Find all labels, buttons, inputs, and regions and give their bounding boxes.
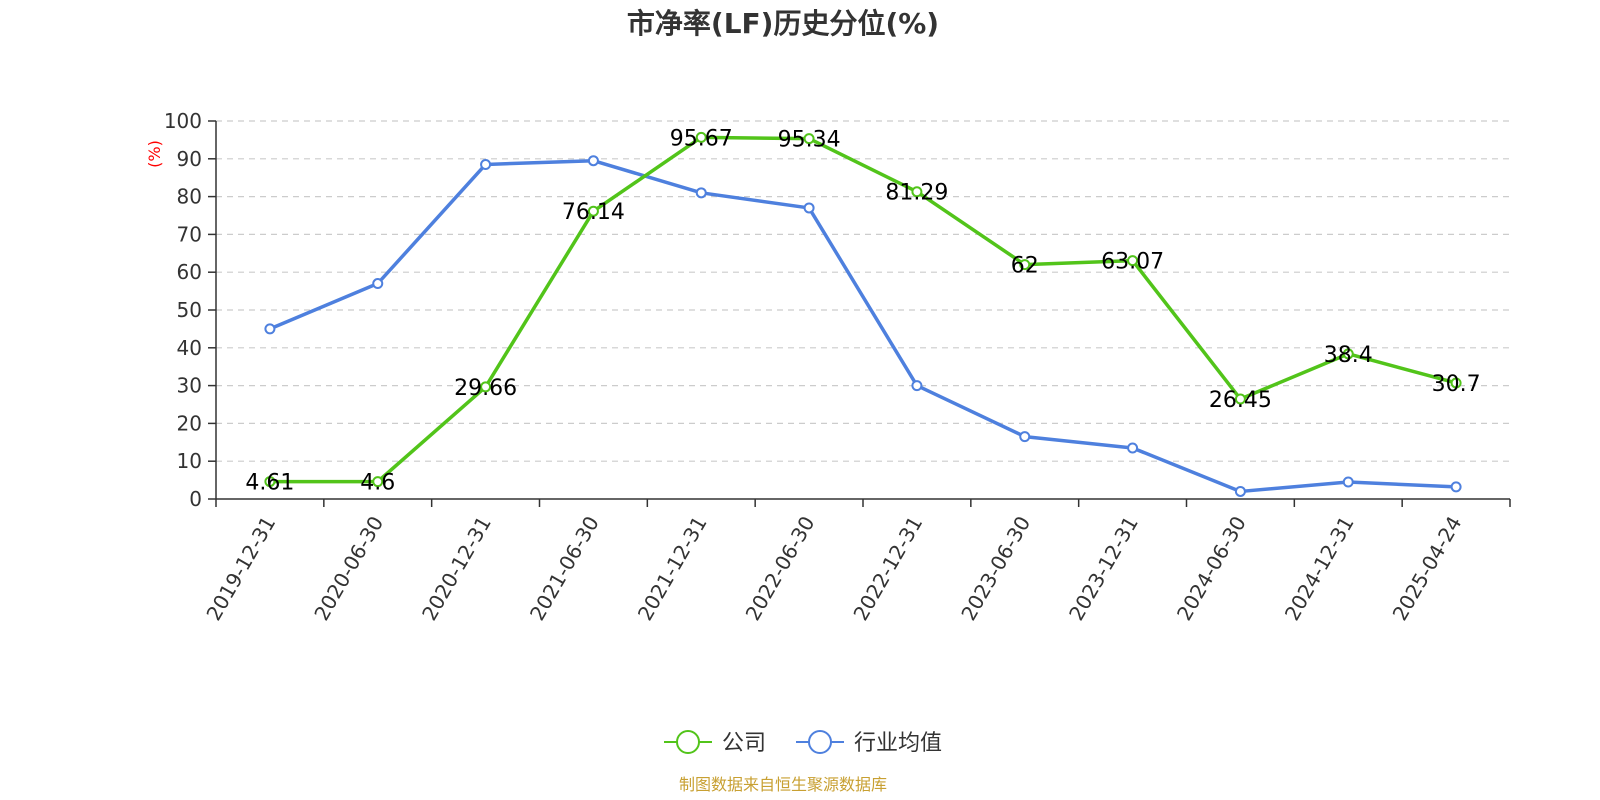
data-label: 95.34 [778,128,841,153]
data-point-industry-average [1127,442,1139,454]
y-tick-label: 70 [177,222,202,246]
source-note: 制图数据来自恒生聚源数据库 [679,775,887,794]
data-point-company [372,476,384,488]
axes: 0 10 20 30 40 50 60 70 80 90 100 2019-12-31 2020-06-… [164,109,1511,625]
data-point-industry-average [372,278,384,290]
x-tick-label: 2020-06-30 [309,512,388,625]
series-line-company [269,135,1457,484]
data-label: 30.7 [1432,372,1481,397]
data-point-industry-average [1019,431,1031,443]
data-point-industry-average [480,158,492,170]
series-layer [264,131,1462,497]
data-point-industry-average [695,187,707,199]
x-tick-label: 2024-12-31 [1280,512,1359,625]
data-point-company [1127,255,1139,267]
data-label: 4.6 [360,471,395,496]
chart-title: 市净率(LF)历史分位(%) [627,7,939,40]
x-tick-label: 2022-12-31 [848,512,927,625]
y-tick-label: 40 [177,336,202,360]
legend-item-industry-average[interactable]: 行业均值 [796,730,942,756]
x-tick-label: 2021-06-30 [525,512,604,625]
data-point-company [264,476,276,488]
data-point-industry-average [587,155,599,167]
legend[interactable]: 公司 行业均值 [664,730,942,756]
x-tick-label: 2023-12-31 [1064,512,1143,625]
data-labels: 4.61 4.6 29.66 76.14 95.67 95.34 81.29 62 63.07 2… [245,126,1480,495]
data-point-company [695,131,707,143]
y-tick-label: 50 [177,298,202,322]
legend-label: 公司 [722,731,766,756]
data-point-company [1019,259,1031,271]
data-point-industry-average [1342,476,1354,488]
data-point-industry-average [911,380,923,392]
data-point-industry-average [1450,481,1462,493]
y-axis-label: (%) [145,140,164,168]
legend-label: 行业均值 [854,731,942,756]
data-label: 76.14 [562,200,625,225]
data-label: 95.67 [670,126,733,151]
data-label: 81.29 [885,181,948,206]
data-label: 26.45 [1209,388,1272,413]
data-point-company [1234,393,1246,405]
data-point-company [911,186,923,198]
x-tick-label: 2020-12-31 [417,512,496,625]
y-tick-label: 60 [177,260,202,284]
legend-marker-icon [808,730,832,754]
x-tick-label: 2024-06-30 [1172,512,1251,625]
y-tick-label: 100 [164,109,202,133]
data-label: 63.07 [1101,250,1164,275]
y-tick-label: 30 [177,374,202,398]
legend-item-company[interactable]: 公司 [664,730,766,756]
data-point-company [1450,377,1462,389]
data-point-company [587,205,599,217]
x-tick-label: 2021-12-31 [633,512,712,625]
y-tick-label: 0 [189,487,202,511]
legend-marker-icon [676,730,700,754]
data-label: 62 [1011,254,1039,279]
data-label: 38.4 [1324,343,1373,368]
data-point-company [1342,348,1354,360]
x-tick-label: 2022-06-30 [741,512,820,625]
x-tick-label: 2025-04-24 [1388,512,1467,625]
data-point-industry-average [803,202,815,214]
y-tick-label: 10 [177,449,202,473]
series-line-industry-average [269,158,1457,494]
data-point-company [803,133,815,145]
y-tick-label: 80 [177,185,202,209]
grid-lines [216,120,1510,462]
x-tick-label: 2023-06-30 [956,512,1035,625]
x-tick-label: 2019-12-31 [201,512,280,625]
data-point-industry-average [1234,485,1246,497]
data-point-company [480,381,492,393]
data-label: 29.66 [454,376,517,401]
y-tick-label: 90 [177,147,202,171]
data-label: 4.61 [245,471,294,496]
y-tick-label: 20 [177,411,202,435]
data-point-industry-average [264,323,276,335]
